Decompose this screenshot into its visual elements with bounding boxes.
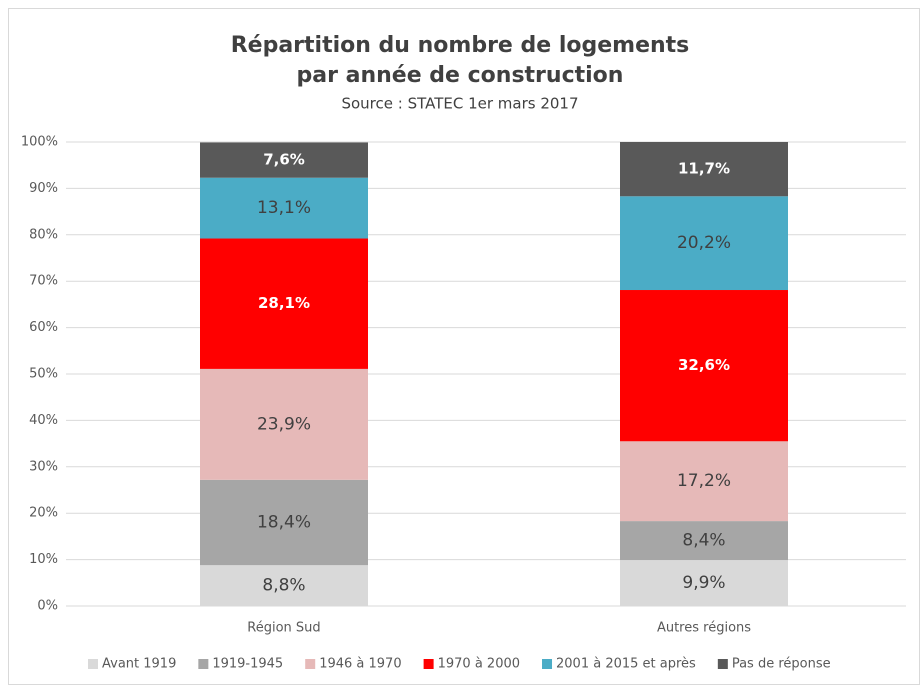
bar-segment [200, 479, 368, 566]
legend-swatch [305, 659, 316, 669]
legend-label: 2001 à 2015 et après [556, 657, 696, 672]
data-label: 17,2% [677, 471, 731, 491]
bar-segment [620, 196, 788, 291]
y-tick-label: 0% [37, 599, 58, 614]
legend-swatch [423, 659, 434, 669]
data-label: 13,1% [257, 198, 311, 218]
bar-segment [620, 521, 788, 561]
y-tick-label: 20% [29, 506, 58, 521]
x-tick-label: Autres régions [657, 621, 751, 636]
legend-label: Pas de réponse [732, 657, 831, 672]
bar-segment [620, 441, 788, 522]
legend-swatch [542, 659, 553, 669]
bar-segment [200, 565, 368, 606]
bar-segment [200, 238, 368, 369]
data-label: 32,6% [678, 356, 730, 374]
data-label: 7,6% [263, 151, 305, 169]
y-tick-label: 80% [29, 227, 58, 242]
legend-label: 1970 à 2000 [438, 657, 520, 672]
data-label: 23,9% [257, 414, 311, 434]
legend-label: Avant 1919 [102, 657, 176, 672]
bar-segment [620, 560, 788, 606]
chart-subtitle: Source : STATEC 1er mars 2017 [341, 95, 578, 113]
data-label: 18,4% [257, 512, 311, 532]
x-tick-label: Région Sud [247, 621, 320, 636]
legend-swatch [717, 659, 728, 669]
legend-swatch [88, 659, 98, 669]
y-tick-label: 100% [21, 135, 58, 150]
y-tick-label: 60% [29, 320, 58, 335]
data-label: 20,2% [677, 233, 731, 253]
data-label: 9,9% [682, 573, 725, 593]
chart-title: par année de construction [297, 63, 624, 88]
bar-segment [200, 142, 368, 178]
y-tick-label: 30% [29, 459, 58, 474]
y-tick-label: 10% [29, 552, 58, 567]
legend-swatch [198, 659, 209, 669]
chart-title: Répartition du nombre de logements [231, 33, 690, 58]
data-label: 8,4% [682, 531, 725, 551]
y-tick-label: 50% [29, 367, 58, 382]
y-tick-label: 70% [29, 274, 58, 289]
data-label: 11,7% [678, 160, 730, 178]
bar-segment [200, 177, 368, 239]
legend-label: 1946 à 1970 [319, 657, 401, 672]
data-label: 28,1% [258, 294, 310, 312]
legend-label: 1919-1945 [212, 657, 283, 672]
y-tick-label: 90% [29, 181, 58, 196]
data-label: 8,8% [262, 576, 305, 596]
bar-segment [620, 290, 788, 442]
bar-segment [620, 142, 788, 197]
y-tick-label: 40% [29, 413, 58, 428]
bar-segment [200, 368, 368, 480]
